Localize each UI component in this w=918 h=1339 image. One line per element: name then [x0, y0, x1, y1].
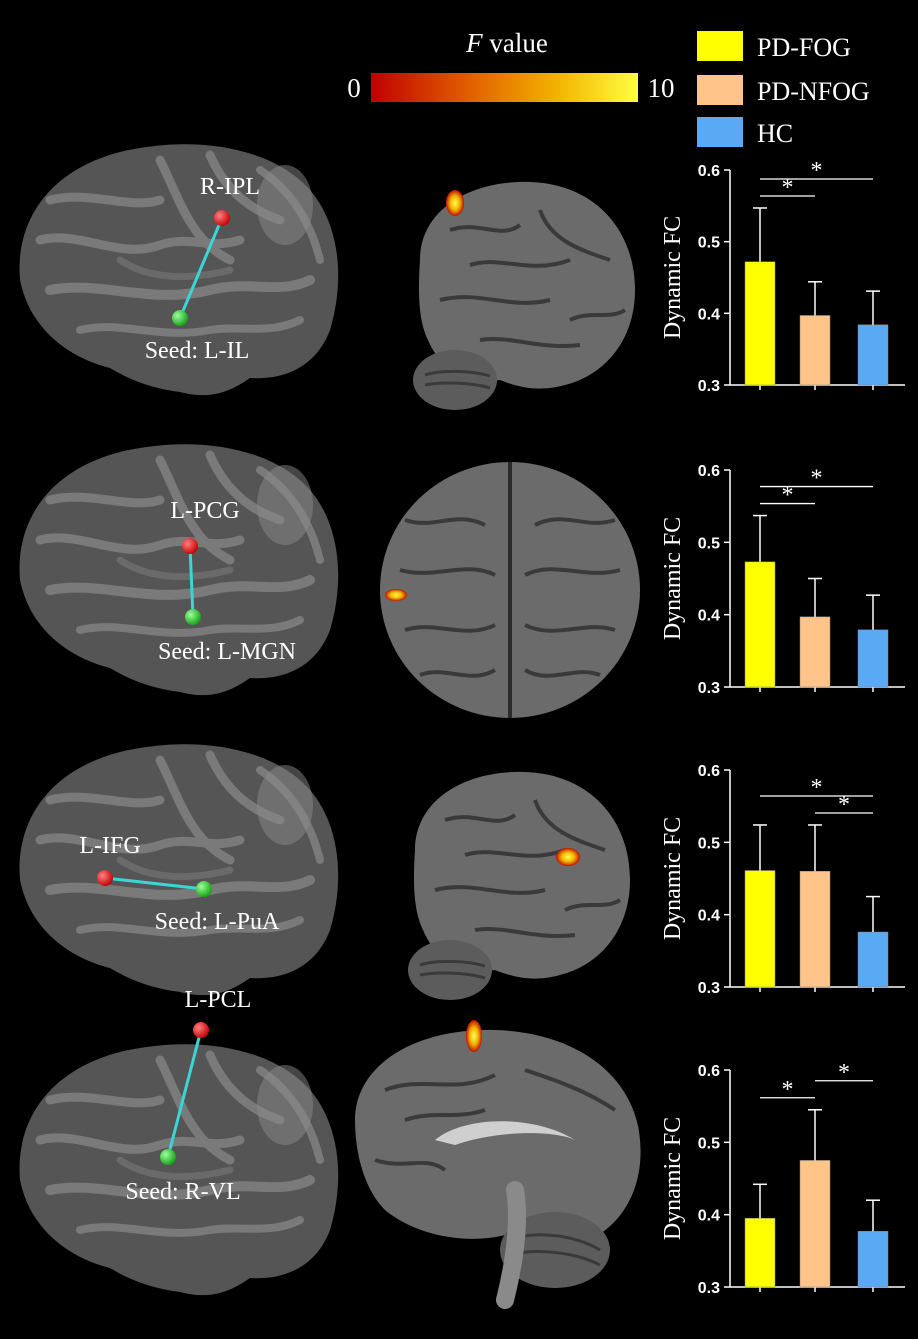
bar-hc	[857, 1231, 889, 1288]
target-label-2: L-PCG	[170, 498, 239, 524]
seed-node-1	[172, 310, 188, 326]
target-label-4: L-PCL	[185, 987, 252, 1013]
activation-cluster-1	[446, 190, 464, 216]
brain-slice-3	[406, 769, 632, 1002]
bar-hc	[857, 324, 889, 386]
bar-pd-nfog	[799, 1160, 831, 1288]
activation-cluster-3	[556, 848, 580, 866]
colorbar-max-label: 10	[648, 73, 675, 103]
bar-pd-fog	[744, 261, 776, 386]
activation-cluster-2	[385, 589, 407, 601]
brain-surface-4	[20, 1044, 339, 1295]
legend-swatch-hc	[697, 117, 743, 147]
y-tick-label: 0.3	[698, 680, 720, 697]
y-axis-label: Dynamic FC	[660, 216, 686, 339]
significance-star: *	[811, 775, 823, 801]
y-tick-label: 0.6	[698, 763, 720, 780]
bar-chart-4: 0.3 0.4 0.5 0.6 Dynamic FC * *	[660, 1060, 905, 1297]
y-tick-label: 0.6	[698, 1063, 720, 1080]
connection-line-2	[188, 545, 195, 618]
activation-cluster-4	[466, 1020, 482, 1052]
colorbar-title: F value	[465, 28, 548, 58]
bar-hc	[857, 931, 889, 988]
bar-pd-fog	[744, 561, 776, 688]
legend-label-pd-nfog: PD-NFOG	[757, 77, 870, 106]
y-tick-label: 0.5	[698, 835, 720, 852]
target-label-1: R-IPL	[200, 174, 260, 200]
y-axis-label: Dynamic FC	[660, 517, 686, 640]
colorbar-min-label: 0	[347, 73, 361, 103]
brain-slice-1	[411, 179, 637, 412]
legend-label-hc: HC	[757, 119, 793, 148]
bar-pd-fog	[744, 1218, 776, 1288]
colorbar-gradient	[371, 73, 638, 102]
significance-star: *	[782, 483, 794, 509]
target-node-3	[97, 870, 113, 886]
target-node-2	[182, 538, 198, 554]
legend: PD-FOG PD-NFOG HC	[697, 31, 870, 148]
seed-node-3	[196, 881, 212, 897]
seed-label-2: Seed: L-MGN	[158, 639, 296, 665]
legend-swatch-pd-nfog	[697, 75, 743, 105]
y-tick-label: 0.5	[698, 1135, 720, 1152]
bar-pd-nfog	[799, 616, 831, 688]
bar-pd-nfog	[799, 871, 831, 988]
brain-surface-3	[20, 744, 339, 995]
bar-chart-1: 0.3 0.4 0.5 0.6 Dynamic FC * *	[660, 158, 905, 395]
y-tick-label: 0.6	[698, 463, 720, 480]
target-label-3: L-IFG	[79, 833, 140, 859]
connection-line-3	[104, 876, 205, 891]
y-axis-label: Dynamic FC	[660, 1117, 686, 1240]
bar-pd-nfog	[799, 315, 831, 386]
y-tick-label: 0.3	[698, 980, 720, 997]
brain-slice-2	[378, 460, 642, 720]
seed-node-2	[185, 609, 201, 625]
y-axis-label: Dynamic FC	[660, 817, 686, 940]
significance-star: *	[782, 175, 794, 201]
y-tick-label: 0.5	[698, 535, 720, 552]
target-node-4	[193, 1022, 209, 1038]
seed-label-3: Seed: L-PuA	[155, 909, 280, 935]
connection-line-4	[166, 1029, 203, 1158]
seed-label-4: Seed: R-VL	[125, 1179, 240, 1205]
target-node-1	[214, 210, 230, 226]
connection-line-1	[178, 217, 224, 319]
legend-label-pd-fog: PD-FOG	[757, 33, 851, 62]
significance-star: *	[811, 158, 823, 184]
significance-star: *	[811, 466, 823, 492]
seed-label-1: Seed: L-IL	[145, 338, 250, 364]
y-tick-label: 0.4	[698, 306, 720, 323]
bar-pd-fog	[744, 870, 776, 988]
row-2: L-PCG Seed: L-MGN	[20, 444, 642, 720]
brain-slice-4	[355, 1030, 641, 1300]
significance-star: *	[838, 1060, 850, 1086]
legend-swatch-pd-fog	[697, 31, 743, 61]
colorbar: F value 0 10	[347, 28, 674, 103]
bar-chart-2: 0.3 0.4 0.5 0.6 Dynamic FC * *	[660, 463, 905, 697]
significance-star: *	[782, 1077, 794, 1103]
seed-node-4	[160, 1149, 176, 1165]
bar-chart-3: 0.3 0.4 0.5 0.6 Dynamic FC * *	[660, 763, 905, 997]
y-tick-label: 0.4	[698, 608, 720, 625]
y-tick-label: 0.4	[698, 908, 720, 925]
y-tick-label: 0.3	[698, 1280, 720, 1297]
y-tick-label: 0.5	[698, 235, 720, 252]
y-tick-label: 0.6	[698, 163, 720, 180]
row-4: L-PCL Seed: R-VL	[20, 987, 641, 1300]
y-tick-label: 0.3	[698, 378, 720, 395]
row-1: R-IPL Seed: L-IL	[20, 144, 637, 412]
y-tick-label: 0.4	[698, 1208, 720, 1225]
significance-star: *	[838, 792, 850, 818]
row-3: L-IFG Seed: L-PuA	[20, 744, 632, 1002]
bar-charts: 0.3 0.4 0.5 0.6 Dynamic FC * * 0.3 0.4 0.5 0.6 Dyna…	[660, 158, 905, 1297]
bar-hc	[857, 629, 889, 688]
